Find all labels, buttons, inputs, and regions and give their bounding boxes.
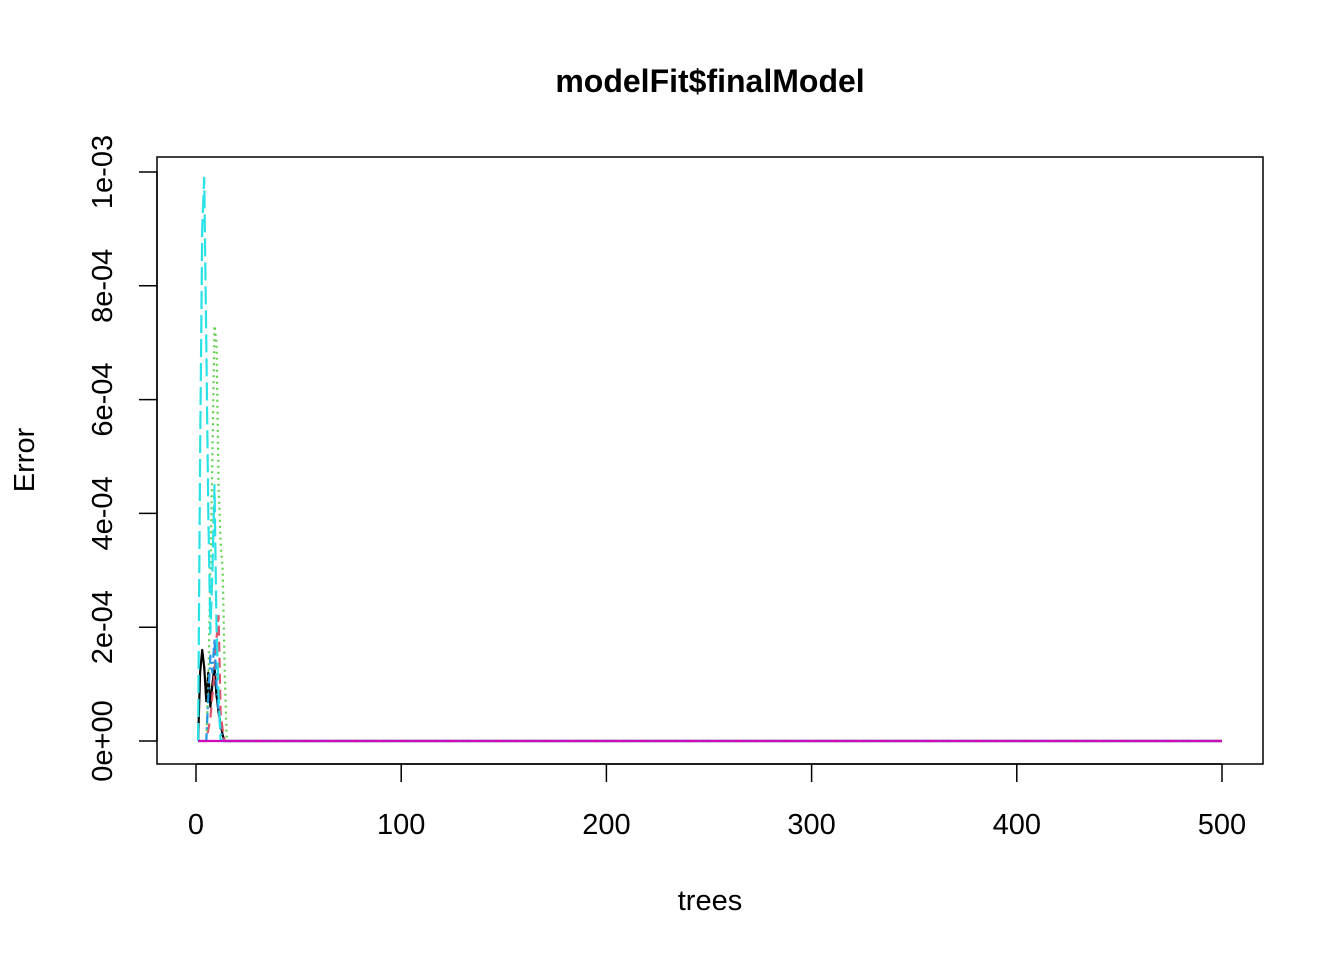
- y-axis-label: Error: [9, 427, 41, 492]
- x-tick-label: 500: [1198, 809, 1246, 841]
- y-tick-label: 8e-04: [87, 249, 119, 323]
- plot-frame: [156, 156, 1264, 765]
- y-tick-label: 6e-04: [87, 363, 119, 437]
- x-tick-label: 100: [377, 809, 425, 841]
- y-tick-label: 0e+00: [87, 700, 119, 781]
- x-tick-label: 200: [582, 809, 630, 841]
- y-tick-label: 1e-03: [87, 135, 119, 209]
- y-tick-label: 2e-04: [87, 590, 119, 664]
- x-tick-label: 0: [188, 809, 204, 841]
- series-line-2: [198, 614, 1222, 743]
- series-line-4: [198, 637, 1222, 743]
- y-axis: 0e+00 2e-04 4e-04 6e-04 8e-04 1e-03: [87, 135, 158, 782]
- x-axis: 0 100 200 300 400 500: [188, 763, 1246, 841]
- series-layer: [197, 176, 1222, 743]
- series-line-1: [197, 648, 1222, 743]
- chart-title: modelFit$finalModel: [555, 63, 864, 99]
- series-line-5: [197, 176, 1222, 743]
- x-tick-label: 400: [993, 809, 1041, 841]
- x-axis-label: trees: [678, 885, 742, 917]
- x-tick-label: 300: [787, 809, 835, 841]
- y-tick-label: 4e-04: [87, 476, 119, 550]
- series-line-3: [198, 324, 1222, 743]
